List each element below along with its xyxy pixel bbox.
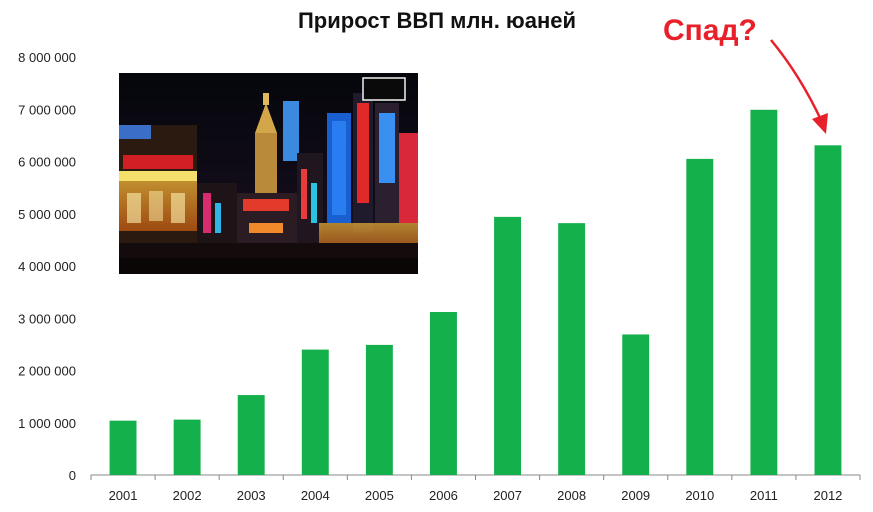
y-tick-label: 7 000 000 <box>18 102 76 117</box>
x-axis-ticks <box>90 475 861 480</box>
bar-2010 <box>686 158 714 475</box>
bars <box>109 109 842 476</box>
x-tick-label: 2007 <box>493 488 522 503</box>
y-tick-label: 6 000 000 <box>18 155 76 170</box>
bar-2002 <box>173 419 201 475</box>
bar-2005 <box>365 344 393 475</box>
x-tick-label: 2006 <box>429 488 458 503</box>
bar-2007 <box>494 216 521 475</box>
night-city-street-photo <box>119 73 418 274</box>
y-tick-label: 1 000 000 <box>18 416 76 431</box>
y-tick-label: 2 000 000 <box>18 364 76 379</box>
annotation-arrow <box>770 39 828 134</box>
bar-2012 <box>814 145 842 476</box>
x-tick-label: 2003 <box>237 488 266 503</box>
x-tick-label: 2009 <box>621 488 650 503</box>
bar-2003 <box>237 395 265 475</box>
x-tick-label: 2008 <box>557 488 586 503</box>
x-tick-label: 2005 <box>365 488 394 503</box>
bar-2009 <box>622 334 650 475</box>
x-tick-label: 2001 <box>109 488 138 503</box>
bar-2006 <box>430 311 457 475</box>
y-tick-label: 0 <box>69 468 76 483</box>
y-tick-label: 3 000 000 <box>18 311 76 326</box>
x-tick-label: 2011 <box>750 488 778 503</box>
y-tick-label: 5 000 000 <box>18 207 76 222</box>
annotation-label: Спад? <box>663 14 757 47</box>
bar-2004 <box>301 349 329 475</box>
bar-2001 <box>109 420 137 475</box>
y-tick-label: 8 000 000 <box>18 50 76 65</box>
x-tick-label: 2012 <box>813 488 842 503</box>
chart-title: Прирост ВВП млн. юаней <box>298 8 576 33</box>
y-axis-tick-labels: 0 1 000 000 2 000 000 3 000 000 4 000 000 5 0… <box>18 50 76 483</box>
bar-2011 <box>750 109 778 476</box>
bar-2008 <box>558 223 586 475</box>
y-tick-label: 4 000 000 <box>18 259 76 274</box>
x-tick-label: 2010 <box>685 488 714 503</box>
x-axis-tick-labels: 2001 2002 2003 2004 2005 2006 2007 2008 2009 2010… <box>109 488 843 503</box>
x-tick-label: 2004 <box>301 488 330 503</box>
x-tick-label: 2002 <box>173 488 202 503</box>
